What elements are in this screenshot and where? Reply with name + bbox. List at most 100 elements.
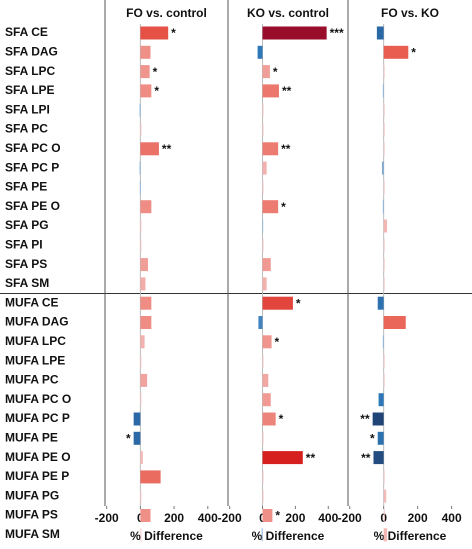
row-label: SFA PC [5,122,48,136]
bar [383,373,385,387]
row-label: SFA LPI [5,102,50,116]
bar [140,335,145,349]
bar [262,277,267,291]
bar [140,393,142,407]
bar [140,84,152,98]
row-label: MUFA PE P [5,469,69,483]
row-label: SFA DAG [5,44,58,58]
bar [262,103,264,117]
bar [133,431,141,445]
row-label: MUFA PE O [5,450,71,464]
x-tick-label: 400 [198,511,218,525]
significance: * [154,84,159,98]
bar [262,200,279,214]
significance: * [275,509,280,523]
bar [139,103,141,117]
bar [383,238,385,252]
bar [140,123,142,136]
bar [383,65,385,79]
bar [262,335,272,349]
row-label: MUFA LPC [5,334,66,348]
bar [140,142,159,156]
bar [262,238,264,252]
bar [140,528,142,542]
bar [140,65,150,79]
bar [140,296,152,310]
bar [382,84,384,98]
bar [382,335,384,349]
row-label: MUFA PG [5,488,59,502]
row-label: SFA PI [5,237,43,251]
significance: ** [361,451,371,465]
bar [139,180,141,194]
x-axis-label: % Difference [130,529,203,543]
row-label: MUFA PS [5,508,58,522]
x-tick-label: 200 [285,511,305,525]
significance: * [296,296,301,310]
significance: * [273,65,278,79]
bar [378,393,384,407]
bar [258,316,263,329]
row-label: MUFA PC [5,373,59,387]
bar [383,258,385,272]
bar [140,277,146,291]
bar [262,393,271,407]
bar [383,509,385,522]
bar [257,45,263,59]
significance: ** [306,451,316,465]
row-label: SFA CE [5,25,48,39]
x-tick-label: 400 [318,511,338,525]
row-label: SFA PE [5,180,47,194]
bar [140,26,169,40]
bar [262,489,264,503]
bar [140,451,143,465]
bar [133,412,141,426]
bar [383,180,385,194]
significance: * [126,431,131,445]
row-label: SFA PS [5,257,47,271]
row-label: SFA PC O [5,141,61,155]
x-tick-label: -200 [95,511,119,525]
bar [376,26,384,40]
x-tick-label: 400 [442,511,462,525]
significance: * [171,26,176,40]
bar [262,84,279,98]
row-label: SFA SM [5,276,49,290]
bar [140,354,142,368]
row-label: MUFA PE [5,430,58,444]
bar [372,412,384,426]
significance: ** [360,412,370,426]
significance: * [279,412,284,426]
bar [140,45,151,59]
bar [383,142,385,156]
row-label: SFA LPE [5,83,55,97]
bar [383,219,388,233]
bar [262,431,264,445]
bar [262,219,264,233]
bar [262,412,276,426]
significance: *** [330,26,344,40]
x-tick-label: 200 [164,511,184,525]
bar [262,451,303,465]
bar [262,65,270,79]
bar [140,200,152,214]
x-tick-label: 200 [408,511,428,525]
bar [140,373,148,387]
bar [262,142,279,156]
bar [140,316,152,329]
bar [262,123,264,136]
bar [262,180,264,194]
panel-title: FO vs. KO [381,6,439,20]
row-label: MUFA PC O [5,392,71,406]
bar [383,528,388,542]
bar [261,528,263,542]
row-label: SFA PG [5,218,49,232]
panel-title: KO vs. control [247,6,329,20]
bar [383,470,385,484]
row-label: SFA PC P [5,160,59,174]
bar [139,161,141,175]
row-label: MUFA DAG [5,315,69,329]
bar [373,451,384,465]
bar [262,509,273,522]
